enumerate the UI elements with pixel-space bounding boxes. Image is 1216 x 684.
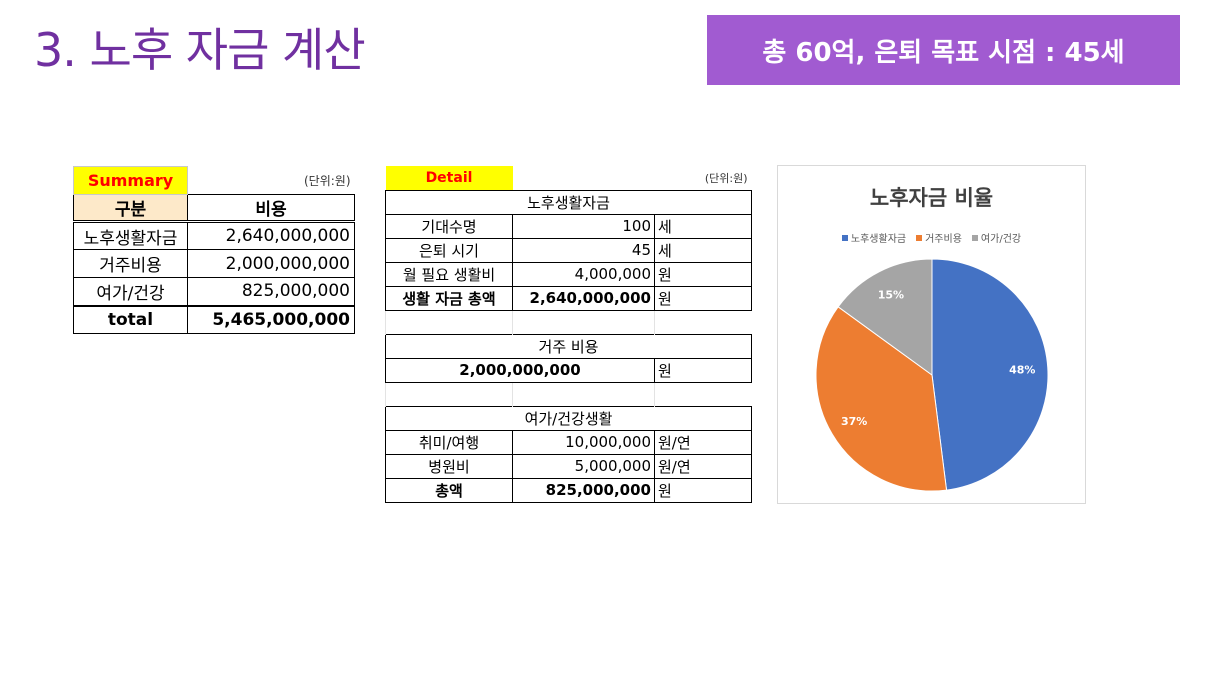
detail-row-unit: 원/연 <box>654 430 752 455</box>
summary-total-value: 5,465,000,000 <box>187 304 355 334</box>
housing-unit: 원 <box>654 358 752 383</box>
detail-row-value: 45 <box>512 238 655 263</box>
detail-row-unit: 원 <box>654 478 752 503</box>
detail-row-value: 2,640,000,000 <box>512 286 655 311</box>
summary-header-category: 구분 <box>73 194 188 223</box>
table-row: 거주비용 2,000,000,000 <box>73 249 355 278</box>
detail-row-label: 월 필요 생활비 <box>385 262 513 287</box>
summary-header-cost: 비용 <box>187 194 355 223</box>
chart-legend: 노후생활자금 거주비용 여가/건강 <box>778 230 1085 245</box>
legend-swatch <box>971 234 978 241</box>
legend-item: 여가/건강 <box>971 230 1022 245</box>
detail-unit: (단위:원) <box>704 171 748 185</box>
legend-swatch <box>841 234 848 241</box>
detail-row-value: 5,000,000 <box>512 454 655 479</box>
detail-row-label: 기대수명 <box>385 214 513 239</box>
summary-total-label: total <box>73 304 188 334</box>
detail-row-unit: 원 <box>654 286 752 311</box>
pie-slice <box>837 258 933 376</box>
detail-label: Detail <box>385 166 513 190</box>
detail-row-value: 825,000,000 <box>512 478 655 503</box>
table-row: 기대수명 100 세 <box>385 214 752 239</box>
summary-unit: (단위:원) <box>187 166 355 195</box>
detail-row-label: 생활 자금 총액 <box>385 286 513 311</box>
summary-row-label: 여가/건강 <box>73 277 188 306</box>
detail-row-value: 100 <box>512 214 655 239</box>
pie-data-label: 37% <box>841 415 867 428</box>
legend-item: 거주비용 <box>916 230 962 245</box>
legend-item: 노후생활자금 <box>841 230 907 245</box>
page-title: 3. 노후 자금 계산 <box>34 23 366 77</box>
table-row: 여가/건강 825,000,000 <box>73 277 355 306</box>
pie-slice <box>815 306 948 492</box>
pie-data-label: 15% <box>878 288 904 301</box>
table-row: 2,000,000,000 원 <box>385 358 752 383</box>
table-row: 생활 자금 총액 2,640,000,000 원 <box>385 286 752 311</box>
table-row: 은퇴 시기 45 세 <box>385 238 752 263</box>
summary-row-value: 2,640,000,000 <box>187 221 355 250</box>
detail-row-value: 4,000,000 <box>512 262 655 287</box>
living-section-title: 노후생활자금 <box>385 189 752 215</box>
summary-row-label: 노후생활자금 <box>73 221 188 250</box>
housing-section-title: 거주 비용 <box>385 333 752 359</box>
summary-table: Summary (단위:원) 구분 비용 노후생활자금 2,640,000,00… <box>73 166 355 334</box>
summary-row-label: 거주비용 <box>73 249 188 278</box>
pie-slice <box>931 258 1049 491</box>
leisure-section-title: 여가/건강생활 <box>385 405 752 431</box>
table-row: 월 필요 생활비 4,000,000 원 <box>385 262 752 287</box>
table-row: 병원비 5,000,000 원/연 <box>385 454 752 479</box>
table-row: 총액 825,000,000 원 <box>385 478 752 503</box>
detail-row-label: 병원비 <box>385 454 513 479</box>
detail-table: Detail (단위:원) 노후생활자금 기대수명 100 세 은퇴 시기 45… <box>385 166 752 503</box>
summary-label: Summary <box>73 166 188 195</box>
detail-row-unit: 세 <box>654 238 752 263</box>
pie-plot: 48% 37% 15% <box>815 258 1049 492</box>
goal-banner: 총 60억, 은퇴 목표 시점 : 45세 <box>707 15 1180 85</box>
detail-row-unit: 원 <box>654 262 752 287</box>
table-row: 취미/여행 10,000,000 원/연 <box>385 430 752 455</box>
table-row: 노후생활자금 2,640,000,000 <box>73 221 355 250</box>
detail-row-label: 취미/여행 <box>385 430 513 455</box>
legend-swatch <box>916 234 923 241</box>
detail-row-unit: 세 <box>654 214 752 239</box>
summary-row-value: 825,000,000 <box>187 277 355 306</box>
chart-title: 노후자금 비율 <box>869 186 994 210</box>
summary-row-value: 2,000,000,000 <box>187 249 355 278</box>
legend-label: 거주비용 <box>925 234 962 245</box>
legend-label: 여가/건강 <box>980 234 1022 245</box>
pie-chart: 노후자금 비율 노후생활자금 거주비용 여가/건강 48% 37% 15% <box>777 165 1086 504</box>
legend-label: 노후생활자금 <box>850 234 907 245</box>
detail-row-unit: 원/연 <box>654 454 752 479</box>
detail-row-label: 총액 <box>385 478 513 503</box>
detail-row-label: 은퇴 시기 <box>385 238 513 263</box>
summary-total-row: total 5,465,000,000 <box>73 304 355 334</box>
housing-value: 2,000,000,000 <box>385 358 655 383</box>
pie-data-label: 48% <box>1009 363 1035 376</box>
detail-row-value: 10,000,000 <box>512 430 655 455</box>
